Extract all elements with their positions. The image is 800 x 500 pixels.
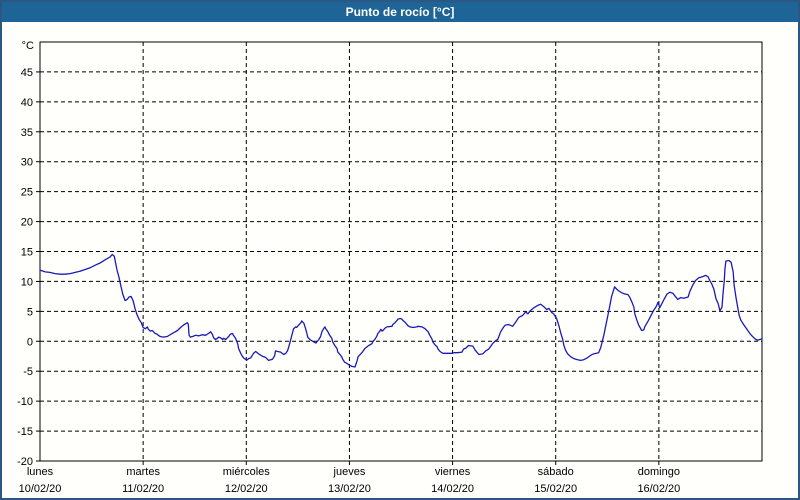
- y-tick-label: -20: [17, 456, 33, 468]
- x-date-label: 16/02/20: [637, 483, 680, 495]
- window-title-bar: Punto de rocío [°C]: [2, 2, 798, 22]
- y-tick-label: 40: [21, 97, 33, 109]
- y-tick-label: -10: [17, 396, 33, 408]
- y-tick-label: 30: [21, 157, 33, 169]
- x-date-label: 10/02/20: [19, 483, 62, 495]
- y-tick-label: 20: [21, 217, 33, 229]
- x-day-label: sábado: [538, 466, 574, 478]
- x-day-label: martes: [126, 466, 160, 478]
- dew-point-line: [39, 253, 763, 368]
- y-tick-label: 10: [21, 276, 33, 288]
- x-date-label: 12/02/20: [225, 483, 268, 495]
- x-day-label: jueves: [333, 466, 366, 478]
- x-day-label: domingo: [638, 466, 680, 478]
- x-day-label: miércoles: [223, 466, 271, 478]
- y-tick-label: 15: [21, 247, 33, 259]
- window-title: Punto de rocío [°C]: [345, 5, 455, 19]
- x-date-label: 13/02/20: [328, 483, 371, 495]
- plot-border: [39, 41, 763, 462]
- x-day-label: viernes: [435, 466, 471, 478]
- dew-point-chart: 45 40 35 30 25 20 15 10 5 0 -5 -10 -15 -20 °C lunes 10/0…: [17, 40, 763, 495]
- y-tick-label: 5: [27, 306, 33, 318]
- x-date-label: 14/02/20: [431, 483, 474, 495]
- y-tick-label: 35: [21, 127, 33, 139]
- x-day-label: lunes: [27, 466, 54, 478]
- y-tick-label: 25: [21, 187, 33, 199]
- y-tick-label: -5: [23, 366, 33, 378]
- y-axis-unit-label: °C: [22, 40, 34, 52]
- y-tick-label: -15: [17, 426, 33, 438]
- x-date-label: 15/02/20: [534, 483, 577, 495]
- x-date-label: 11/02/20: [122, 483, 164, 495]
- y-tick-label: 45: [21, 67, 33, 79]
- y-tick-label: 0: [27, 336, 33, 348]
